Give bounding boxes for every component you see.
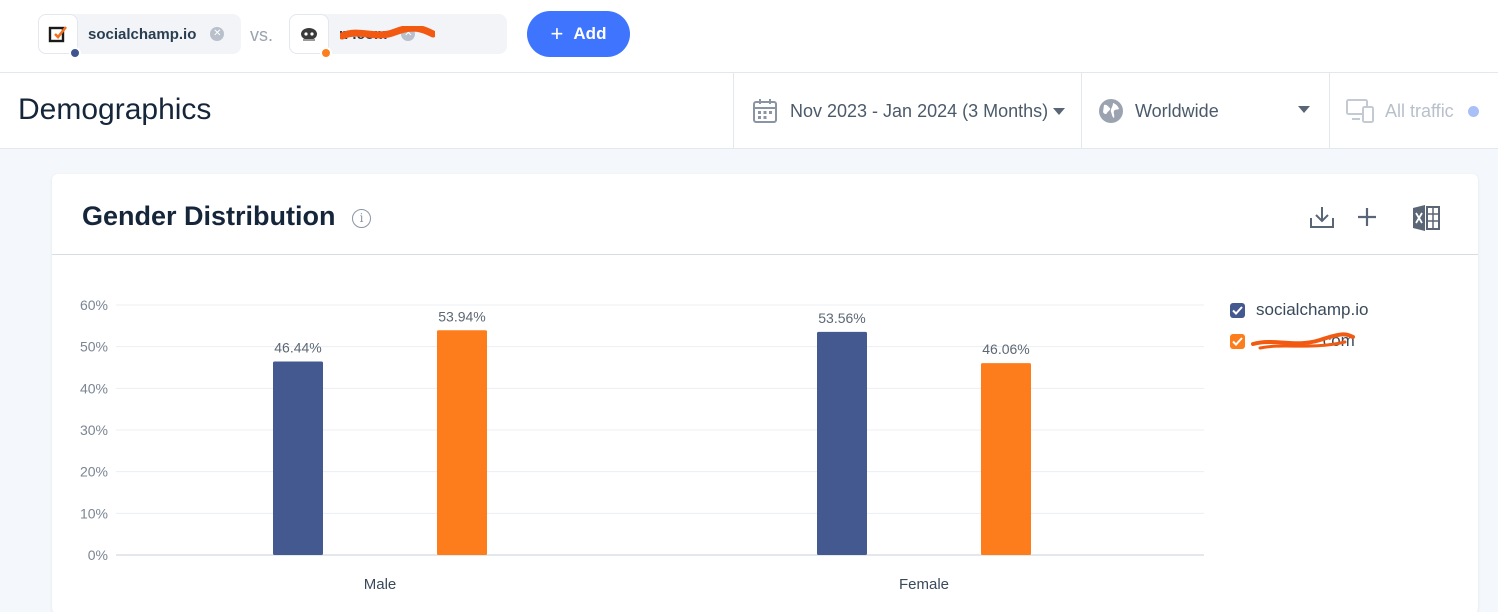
data-label: 46.06%: [982, 341, 1029, 357]
data-label: 53.94%: [438, 308, 485, 324]
x-tick-label: Male: [364, 576, 397, 593]
add-site-button[interactable]: + Add: [527, 11, 630, 57]
chevron-down-icon: [1298, 106, 1310, 113]
y-tick-label: 0%: [88, 547, 108, 563]
download-icon[interactable]: [1309, 204, 1335, 230]
traffic-filter[interactable]: All traffic: [1329, 73, 1498, 149]
site-a-name: socialchamp.io: [88, 25, 197, 43]
excel-export-icon[interactable]: [1411, 204, 1441, 232]
remove-site-a-icon[interactable]: ✕: [210, 27, 225, 41]
compare-bar: socialchamp.io ✕ vs. n .com ✕ + Add: [0, 0, 1498, 73]
legend-label-series-a: socialchamp.io: [1256, 300, 1369, 319]
chevron-down-icon: [1053, 107, 1066, 115]
gender-distribution-card: Gender Distribution i 0% 10% 20% 30% 40% 50% 6…: [52, 174, 1478, 612]
bar-male-series-0[interactable]: [273, 361, 323, 556]
checkbox-checked-icon[interactable]: [1230, 302, 1245, 318]
globe-icon: [1099, 99, 1123, 123]
calendar-icon: [753, 99, 777, 123]
site-b-color-dot: [320, 47, 332, 59]
y-tick-label: 20%: [80, 464, 108, 480]
gender-bar-chart: 0% 10% 20% 30% 40% 50% 60% 46.44% 53.94% Male 53.5…: [80, 297, 1204, 593]
y-tick-label: 10%: [80, 505, 108, 521]
card-title: Gender Distribution: [82, 201, 336, 231]
region-label: Worldwide: [1135, 100, 1219, 121]
page-header: Demographics Nov 2023 - Jan 2024 (3 Mont…: [0, 73, 1498, 149]
legend-item-series-a[interactable]: socialchamp.io: [1230, 300, 1368, 320]
site-chip-b[interactable]: n .com ✕: [289, 14, 507, 59]
card-header: Gender Distribution i: [52, 174, 1478, 255]
devices-icon: [1346, 99, 1374, 123]
traffic-label: All traffic: [1385, 100, 1454, 121]
plus-icon: +: [550, 21, 564, 46]
bar-female-series-1[interactable]: [981, 363, 1031, 555]
x-tick-label: Female: [899, 576, 949, 593]
site-b-favicon: [289, 14, 332, 59]
site-b-name: n .com: [339, 25, 388, 43]
y-tick-label: 40%: [80, 380, 108, 396]
date-range-label: Nov 2023 - Jan 2024 (3 Months): [790, 100, 1049, 121]
remove-site-b-icon[interactable]: ✕: [401, 27, 416, 41]
y-tick-label: 60%: [80, 297, 108, 313]
traffic-status-dot: [1467, 105, 1479, 117]
y-tick-label: 50%: [80, 339, 108, 355]
add-to-dashboard-icon[interactable]: [1355, 204, 1379, 230]
vs-label: vs.: [250, 25, 274, 45]
legend-item-series-b[interactable]: .com: [1230, 331, 1355, 351]
info-icon[interactable]: i: [352, 209, 371, 228]
robot-icon: [301, 28, 317, 41]
site-a-color-dot: [69, 47, 81, 59]
add-label: Add: [573, 24, 607, 43]
data-label: 46.44%: [274, 340, 321, 356]
region-filter[interactable]: Worldwide: [1081, 73, 1329, 149]
data-label: 53.56%: [818, 310, 865, 326]
page-title: Demographics: [18, 93, 212, 126]
edit-box-icon: [48, 26, 68, 43]
bar-male-series-1[interactable]: [437, 330, 487, 555]
bar-female-series-0[interactable]: [817, 331, 867, 555]
checkbox-checked-icon[interactable]: [1230, 333, 1245, 349]
site-a-favicon: [38, 14, 81, 59]
legend-label-series-b: .com: [1318, 331, 1355, 350]
date-range-filter[interactable]: Nov 2023 - Jan 2024 (3 Months): [733, 73, 1081, 149]
y-tick-label: 30%: [80, 422, 108, 438]
site-chip-a[interactable]: socialchamp.io ✕: [38, 14, 241, 59]
